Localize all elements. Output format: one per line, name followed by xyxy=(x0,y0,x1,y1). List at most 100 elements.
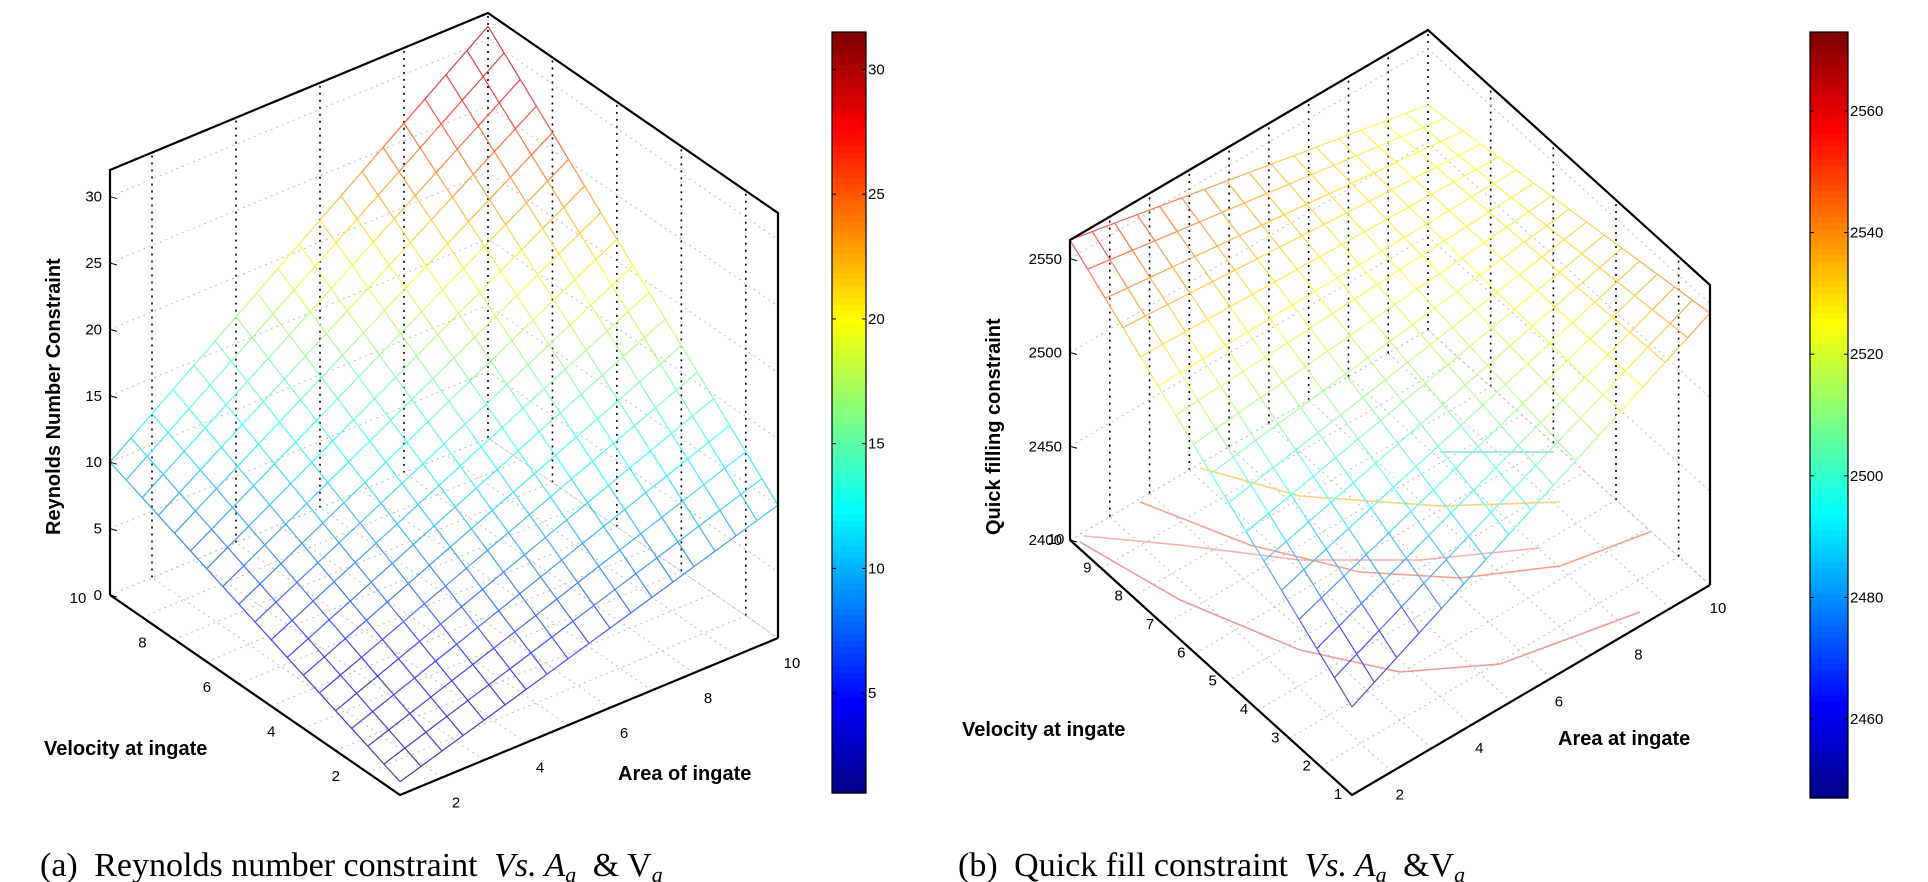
mesh-line xyxy=(1139,356,1159,387)
mesh-line xyxy=(125,455,148,481)
mesh-line xyxy=(467,221,486,247)
colorbar-segment xyxy=(832,399,866,407)
mesh-line xyxy=(1327,335,1351,352)
mesh-line xyxy=(309,311,327,334)
mesh-line xyxy=(540,559,563,578)
colorbar-segment xyxy=(1810,568,1848,576)
mesh-line xyxy=(385,461,403,484)
mesh-line xyxy=(1207,318,1226,346)
colorbar-segment xyxy=(832,558,866,566)
mesh-line xyxy=(1309,327,1329,352)
mesh-line xyxy=(1335,438,1359,459)
mesh-line xyxy=(1468,535,1487,560)
colorbar-segment xyxy=(832,336,866,344)
mesh-line xyxy=(267,357,285,380)
mesh-line xyxy=(1506,226,1525,243)
z-tick-label: 10 xyxy=(85,454,102,471)
mesh-line xyxy=(316,398,338,421)
mesh-line xyxy=(1401,606,1420,634)
colorbar-segment xyxy=(1810,651,1848,659)
mesh-line xyxy=(530,636,553,654)
mesh-line xyxy=(1488,197,1512,213)
panel-a-grid xyxy=(109,13,779,796)
mesh-line xyxy=(1443,240,1463,259)
mesh-line xyxy=(1373,161,1397,174)
mesh-line xyxy=(1485,534,1510,560)
mesh-line xyxy=(1464,384,1484,406)
mesh-line xyxy=(1435,154,1459,168)
mesh-line xyxy=(1234,258,1258,271)
mesh-line xyxy=(1594,281,1618,303)
mesh-line xyxy=(1522,381,1546,404)
mesh-line xyxy=(1430,194,1450,211)
mesh-line xyxy=(346,287,369,312)
mesh-line xyxy=(288,334,306,357)
colorbar-segment xyxy=(1810,63,1848,71)
mesh-line xyxy=(1531,325,1551,344)
mesh-line xyxy=(505,224,523,251)
mesh-line xyxy=(1423,559,1447,584)
mesh-line xyxy=(279,399,301,423)
mesh-line xyxy=(1439,273,1458,293)
panel-b-ylabel: Velocity at ingate xyxy=(962,719,1125,741)
mesh-line xyxy=(735,520,758,537)
mesh-line xyxy=(1132,240,1155,251)
mesh-line xyxy=(580,393,598,420)
colorbar-segment xyxy=(1810,185,1848,193)
mesh-line xyxy=(375,523,398,544)
mesh-line xyxy=(1228,502,1247,533)
mesh-line xyxy=(454,506,472,530)
mesh-line xyxy=(211,507,233,530)
mesh-line xyxy=(1500,403,1524,426)
mesh-line xyxy=(632,265,650,293)
mesh-line xyxy=(608,485,626,510)
mesh-line xyxy=(507,532,526,556)
mesh-line xyxy=(489,176,511,200)
floor-gridline xyxy=(206,504,585,663)
mesh-line xyxy=(1323,212,1347,225)
mesh-line xyxy=(1193,428,1217,445)
colorbar-segment xyxy=(832,387,866,395)
colorbar-segment xyxy=(1810,261,1848,269)
z-tick xyxy=(109,594,118,598)
mesh-line xyxy=(146,432,169,457)
colorbar-segment xyxy=(1810,434,1848,442)
colorbar-segment xyxy=(832,253,866,261)
colorbar-segment xyxy=(1810,702,1848,710)
z-tick-label: 20 xyxy=(85,321,102,338)
mesh-line xyxy=(1441,583,1465,609)
mesh-line xyxy=(1264,342,1288,358)
mesh-line xyxy=(1408,206,1428,225)
mesh-line xyxy=(1308,501,1332,523)
mesh-line xyxy=(1375,443,1399,464)
mesh-line xyxy=(388,713,411,731)
wall-gridline xyxy=(1069,48,1711,305)
mesh-line xyxy=(453,336,476,359)
mesh-line xyxy=(527,364,545,390)
mesh-line xyxy=(402,621,421,642)
mesh-line xyxy=(445,74,463,101)
mesh-line xyxy=(1304,350,1328,368)
mesh-line xyxy=(1468,512,1492,537)
mesh-line xyxy=(1248,163,1272,174)
mesh-line xyxy=(1453,181,1472,198)
mesh-line xyxy=(556,582,579,600)
mesh-line xyxy=(493,647,511,670)
colorbar-segment xyxy=(832,152,866,160)
mesh-line xyxy=(449,546,467,569)
mesh-line xyxy=(564,349,587,370)
mesh-line xyxy=(1373,172,1392,191)
colorbar-segment xyxy=(832,171,866,179)
mesh-line xyxy=(1356,630,1380,655)
mesh-line xyxy=(467,700,485,721)
mesh-line xyxy=(322,502,345,524)
mesh-line xyxy=(319,692,336,712)
mesh-line xyxy=(459,465,477,489)
mesh-line xyxy=(540,576,558,600)
mesh-line xyxy=(365,619,383,640)
colorbar-segment xyxy=(832,114,866,122)
mesh-line xyxy=(1544,359,1569,383)
colorbar-segment xyxy=(1810,376,1848,384)
mesh-line xyxy=(1456,274,1480,293)
mesh-line xyxy=(472,664,490,686)
